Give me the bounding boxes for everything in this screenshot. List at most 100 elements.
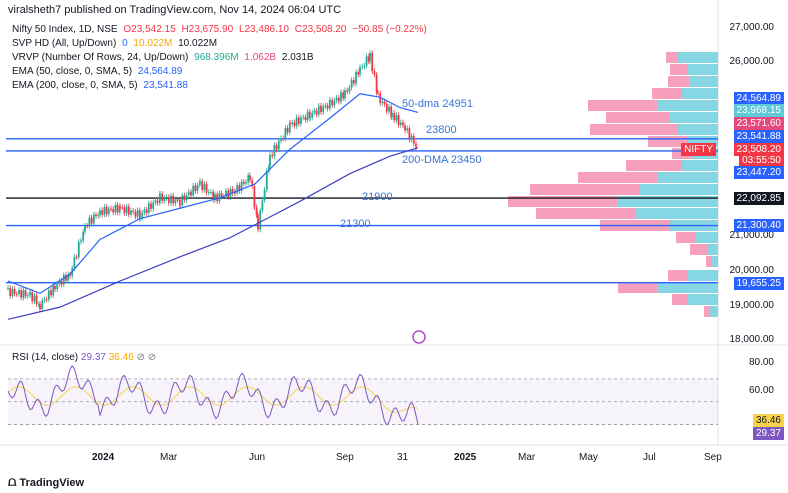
candle-body-67 bbox=[145, 209, 148, 214]
candle-body-118 bbox=[249, 175, 251, 181]
volume-profile-down-4 bbox=[588, 100, 658, 111]
candle-body-2 bbox=[11, 288, 14, 297]
candle-body-168 bbox=[350, 80, 353, 88]
candle-body-158 bbox=[329, 100, 331, 102]
candle-body-171 bbox=[357, 72, 360, 75]
candle-body-85 bbox=[181, 195, 184, 206]
candle-body-92 bbox=[196, 185, 199, 192]
candle-body-141 bbox=[295, 117, 298, 127]
price-tick-18000: 18,000.00 bbox=[729, 334, 775, 345]
candle-body-69 bbox=[150, 203, 152, 209]
candle-body-62 bbox=[136, 210, 139, 217]
candle-body-148 bbox=[309, 117, 311, 119]
volume-profile-down-18 bbox=[668, 270, 688, 281]
candle-body-60 bbox=[132, 210, 135, 212]
rsi-tick-80: 80.00 bbox=[748, 357, 774, 368]
volume-profile-up-19 bbox=[658, 282, 718, 293]
candle-body-79 bbox=[170, 195, 172, 204]
candle-body-98 bbox=[207, 191, 210, 193]
candle-body-21 bbox=[50, 290, 52, 296]
change-value: −50.85 (−0.22%) bbox=[352, 24, 427, 35]
ema50-value: 24,564.89 bbox=[137, 66, 183, 77]
ema200-line bbox=[7, 147, 419, 320]
ema200-legend[interactable]: EMA (200, close, 0, SMA, 5) 23,541.88 bbox=[12, 80, 191, 91]
candle-body-129 bbox=[271, 154, 274, 157]
rsi-line bbox=[7, 365, 419, 425]
candle-body-81 bbox=[174, 199, 177, 204]
volume-profile-down-12 bbox=[508, 196, 618, 207]
volume-profile-down-6 bbox=[590, 124, 678, 135]
price-label-23447: 23,447.20 bbox=[733, 166, 784, 179]
time-tick-2024: 2024 bbox=[92, 452, 115, 463]
candle-body-120 bbox=[253, 186, 256, 208]
candle-body-164 bbox=[342, 92, 345, 99]
rsi-value: 29.37 bbox=[80, 352, 106, 363]
candle-body-14 bbox=[35, 295, 38, 305]
volume-profile-down-0 bbox=[666, 52, 678, 63]
eye-icon[interactable]: ⊘ ⊘ bbox=[136, 352, 157, 363]
volume-profile-up-12 bbox=[618, 196, 718, 207]
candle-body-32 bbox=[73, 256, 76, 268]
rsi-legend[interactable]: RSI (14, close) 29.37 36.46 ⊘ ⊘ bbox=[12, 352, 156, 363]
vrvp-value-3: 2.031B bbox=[281, 52, 314, 63]
candle-body-165 bbox=[344, 90, 346, 99]
candle-body-192 bbox=[399, 122, 402, 126]
candle-body-49 bbox=[110, 208, 112, 210]
vrvp-legend[interactable]: VRVP (Number Of Rows, 24, Up/Down) 968.3… bbox=[12, 52, 317, 63]
rsi-tick-60: 60.00 bbox=[748, 385, 774, 396]
ema50-legend[interactable]: EMA (50, close, 0, SMA, 5) 24,564.89 bbox=[12, 66, 185, 77]
svp-legend[interactable]: SVP HD (All, Up/Down) 0 10.022M 10.022M bbox=[12, 38, 220, 49]
candle-body-26 bbox=[60, 280, 63, 285]
candle-body-13 bbox=[33, 295, 36, 302]
candle-body-37 bbox=[84, 225, 86, 232]
candle-body-196 bbox=[408, 128, 411, 140]
candle-body-137 bbox=[288, 123, 291, 133]
price-label-23968: 23,968.15 bbox=[733, 104, 784, 117]
candle-body-34 bbox=[77, 241, 80, 257]
candle-body-138 bbox=[289, 123, 291, 125]
candle-body-181 bbox=[377, 92, 379, 94]
candle-body-78 bbox=[167, 197, 170, 204]
svp-value-2: 10.022M bbox=[133, 38, 173, 49]
candle-body-40 bbox=[90, 217, 93, 224]
candle-body-82 bbox=[176, 199, 179, 201]
tradingview-logo[interactable]: ⩍ TradingView bbox=[8, 474, 85, 489]
candle-body-22 bbox=[52, 286, 55, 296]
candle-body-136 bbox=[286, 128, 289, 133]
volume-profile-up-18 bbox=[688, 270, 718, 281]
time-tick-2025: 2025 bbox=[454, 452, 477, 463]
candle-body-179 bbox=[373, 71, 376, 75]
candle-body-15 bbox=[37, 304, 40, 306]
candle-body-41 bbox=[92, 214, 95, 224]
volume-profile-up-15 bbox=[696, 232, 718, 243]
candle-body-46 bbox=[103, 206, 106, 215]
candle-body-45 bbox=[101, 210, 104, 215]
annotation-200dma: 200-DMA 23450 bbox=[402, 154, 482, 166]
rsi-name: RSI (14, close) bbox=[12, 352, 79, 363]
volume-profile-up-2 bbox=[690, 76, 718, 87]
candle-body-146 bbox=[306, 111, 309, 120]
candle-body-12 bbox=[31, 292, 34, 302]
candle-body-144 bbox=[302, 117, 305, 119]
candle-body-109 bbox=[231, 188, 234, 194]
svp-value-1: 0 bbox=[122, 38, 128, 49]
open-value: O23,542.15 bbox=[123, 24, 176, 35]
volume-profile-down-2 bbox=[668, 76, 690, 87]
candle-body-142 bbox=[297, 117, 300, 124]
candle-body-86 bbox=[183, 195, 186, 201]
candle-body-94 bbox=[199, 181, 201, 183]
volume-profile-down-19 bbox=[618, 282, 658, 293]
volume-profile-up-1 bbox=[688, 64, 718, 75]
candle-body-5 bbox=[18, 290, 20, 295]
candle-body-113 bbox=[238, 185, 241, 191]
low-value: L23,486.10 bbox=[238, 24, 289, 35]
candle-body-55 bbox=[121, 207, 124, 209]
candle-body-153 bbox=[320, 105, 322, 113]
candle-body-130 bbox=[273, 145, 276, 157]
candle-body-95 bbox=[201, 181, 204, 191]
candle-body-174 bbox=[363, 65, 366, 67]
candle-body-167 bbox=[348, 87, 351, 92]
candle-body-28 bbox=[65, 275, 67, 281]
